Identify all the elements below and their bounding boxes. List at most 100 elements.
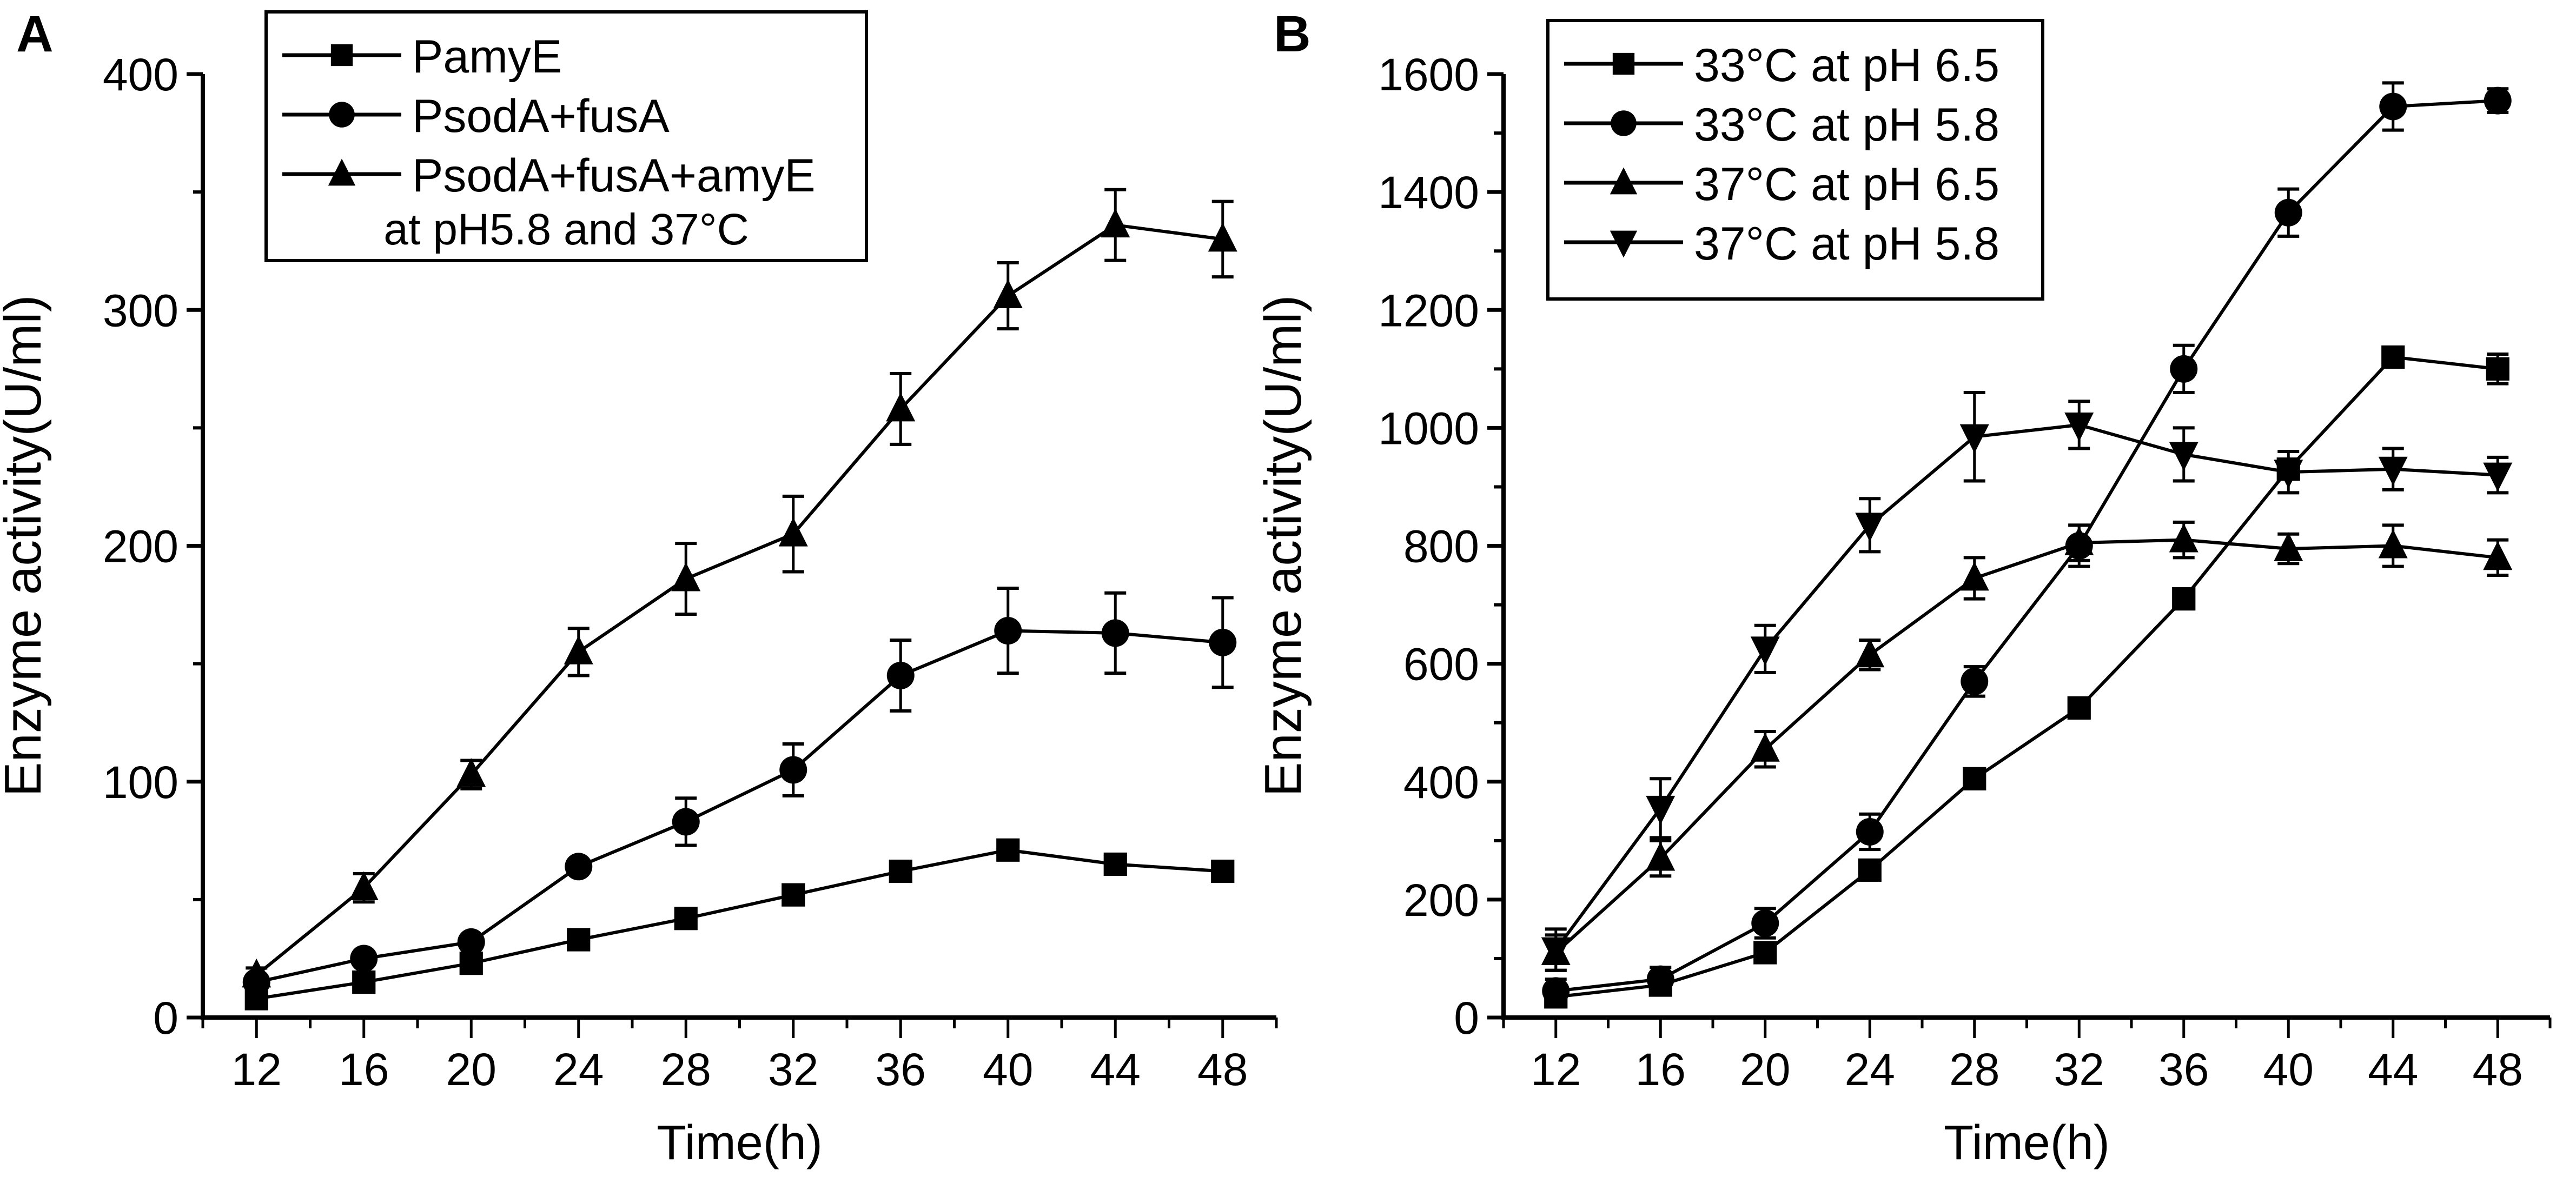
x-tick-label: 40 (983, 1044, 1033, 1095)
data-point (1959, 561, 1989, 591)
data-point (1753, 941, 1777, 965)
data-point (1101, 619, 1129, 647)
data-point (1103, 852, 1127, 876)
x-tick-label: 24 (553, 1044, 604, 1095)
panel-b: B 0 200 400 600 800 1000 1200 1400 1600 12 16 20 24 28… (1254, 5, 2552, 1170)
y-tick-label: 200 (103, 521, 178, 572)
data-point (889, 859, 912, 883)
series-2 (1541, 520, 2513, 972)
data-point (567, 928, 591, 952)
y-tick-label: 300 (103, 285, 178, 336)
data-point (782, 883, 805, 907)
data-point (349, 871, 379, 901)
y-axis-label: Enzyme activity(U/ml) (0, 295, 52, 796)
panel-a: A 0 100 200 300 400 12 16 20 24 28 32 36 40 44 48 Time(h… (0, 5, 1278, 1170)
data-point (2379, 92, 2407, 121)
data-point (1750, 733, 1780, 762)
legend-label: 37°C at pH 6.5 (1694, 158, 1999, 210)
data-point (1542, 977, 1570, 1005)
legend-item: 33°C at pH 6.5 (1564, 39, 1999, 91)
data-point (2067, 696, 2091, 720)
x-tick-label: 44 (1090, 1044, 1141, 1095)
legend-label: 33°C at pH 6.5 (1694, 39, 1999, 91)
legend-marker (1611, 110, 1637, 136)
x-tick-label: 40 (2263, 1044, 2314, 1095)
data-point (671, 562, 701, 591)
legend-marker (1612, 52, 1635, 75)
data-point (996, 838, 1020, 862)
x-tick-label: 24 (1845, 1044, 1895, 1095)
legend-label: PamyE (412, 31, 562, 83)
data-point (1750, 636, 1780, 666)
data-point (1209, 628, 1237, 656)
data-point (1963, 767, 1986, 790)
x-tick-label: 36 (876, 1044, 926, 1095)
data-point (1101, 208, 1130, 238)
panel-label: B (1274, 5, 1311, 63)
y-tick-label: 1400 (1378, 167, 1479, 218)
series-line (1555, 99, 2498, 993)
data-point (994, 617, 1022, 645)
data-point (674, 907, 698, 930)
data-point (672, 808, 700, 836)
legend-item: PsodA+fusA+amyE (282, 150, 816, 202)
legend-label: PsodA+fusA (412, 90, 670, 142)
data-point (2170, 355, 2198, 383)
y-tick-label: 1000 (1378, 403, 1479, 454)
data-point (2483, 462, 2513, 492)
data-point (2483, 541, 2513, 570)
series-line (1554, 423, 2498, 951)
data-point (1855, 513, 1885, 542)
data-point (1208, 222, 1237, 252)
legend-marker (1610, 230, 1638, 258)
data-point (778, 517, 808, 547)
data-point (1961, 667, 1989, 695)
legend-item: 37°C at pH 6.5 (1564, 158, 1999, 210)
x-tick-label: 16 (1635, 1044, 1686, 1095)
series-line (256, 848, 1223, 1001)
x-tick-label: 12 (231, 1044, 282, 1095)
data-point (1541, 937, 1571, 967)
data-point (886, 392, 916, 422)
x-axis-label: Time(h) (1944, 1116, 2110, 1170)
data-point (1959, 424, 1989, 454)
data-point (2064, 526, 2094, 555)
y-tick-label: 1200 (1378, 285, 1479, 336)
data-point (564, 635, 593, 664)
x-tick-label: 32 (2054, 1044, 2104, 1095)
data-point (2274, 532, 2303, 561)
y-tick-label: 400 (103, 49, 178, 100)
x-tick-label: 28 (661, 1044, 711, 1095)
y-tick-label: 0 (1454, 993, 1479, 1043)
data-point (886, 661, 915, 689)
legend-marker (329, 102, 355, 128)
x-tick-label: 12 (1531, 1044, 1581, 1095)
data-point (1751, 909, 1779, 937)
series-2 (242, 188, 1237, 988)
data-point (2064, 412, 2094, 442)
legend-marker (330, 44, 353, 67)
series-0 (1544, 345, 2509, 1009)
data-point (1646, 841, 1676, 871)
data-point (2169, 442, 2198, 471)
legend-item: 37°C at pH 5.8 (1564, 218, 1999, 270)
data-point (779, 756, 807, 784)
y-tick-label: 800 (1403, 521, 1479, 572)
data-point (352, 970, 376, 994)
data-point (2378, 529, 2408, 559)
data-point (350, 945, 378, 973)
series-line (1555, 355, 2498, 999)
data-point (1646, 795, 1676, 825)
x-tick-label: 48 (2473, 1044, 2523, 1095)
data-point (242, 958, 271, 988)
data-point (2274, 198, 2302, 227)
series-line (256, 629, 1223, 984)
x-tick-label: 44 (2368, 1044, 2418, 1095)
y-tick-label: 200 (1403, 875, 1479, 926)
data-point (565, 853, 593, 881)
data-point (1646, 965, 1674, 993)
x-tick-label: 20 (446, 1044, 496, 1095)
series-1 (242, 587, 1237, 996)
